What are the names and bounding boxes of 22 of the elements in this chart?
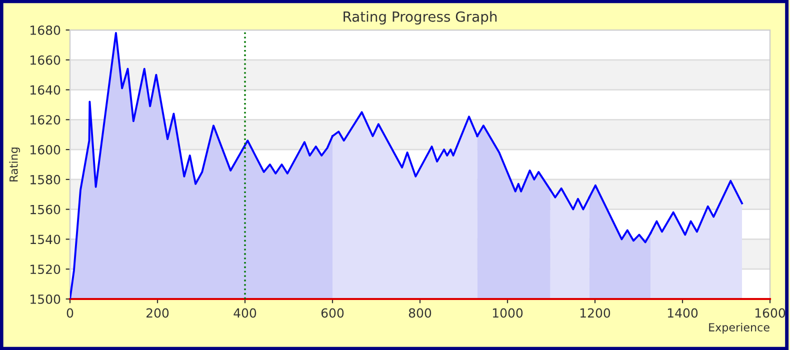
y-tick-label: 1540 <box>30 234 60 244</box>
x-tick-label: 800 <box>408 308 432 318</box>
x-tick-label: 1200 <box>580 308 610 318</box>
x-axis-title: Experience <box>709 322 770 334</box>
x-tick-label: 400 <box>234 308 256 318</box>
y-tick-label: 1560 <box>30 204 60 214</box>
x-tick-label: 600 <box>321 308 344 318</box>
chart-title: Rating Progress Graph <box>344 11 497 25</box>
y-tick-label: 1640 <box>30 85 60 95</box>
x-tick-label: 1400 <box>668 308 698 318</box>
y-tick-label: 1620 <box>30 115 60 125</box>
y-tick-label: 1680 <box>30 25 60 35</box>
x-tick-label: 0 <box>66 308 74 318</box>
x-tick-label: 200 <box>146 308 169 318</box>
y-axis-title: Rating <box>9 148 20 182</box>
y-tick-label: 1500 <box>30 294 60 304</box>
x-tick-label: 1000 <box>492 308 523 318</box>
y-tick-label: 1660 <box>30 55 60 65</box>
y-tick-label: 1520 <box>30 264 60 274</box>
y-tick-label: 1600 <box>30 145 60 154</box>
x-tick-label: 1600 <box>755 308 786 318</box>
y-tick-label: 1580 <box>30 174 60 184</box>
